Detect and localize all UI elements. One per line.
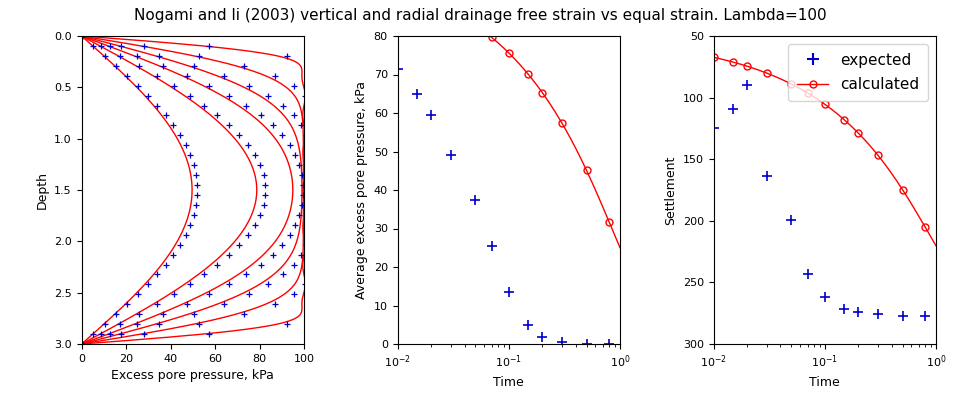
Legend: expected, calculated: expected, calculated [788, 44, 928, 101]
X-axis label: Time: Time [809, 376, 840, 389]
X-axis label: Excess pore pressure, kPa: Excess pore pressure, kPa [111, 369, 275, 382]
X-axis label: Time: Time [493, 376, 524, 389]
Text: Nogami and li (2003) vertical and radial drainage free strain vs equal strain. L: Nogami and li (2003) vertical and radial… [133, 8, 827, 23]
Y-axis label: Settlement: Settlement [664, 155, 677, 225]
Y-axis label: Average excess pore pressure, kPa: Average excess pore pressure, kPa [355, 81, 368, 299]
Y-axis label: Depth: Depth [36, 171, 49, 209]
